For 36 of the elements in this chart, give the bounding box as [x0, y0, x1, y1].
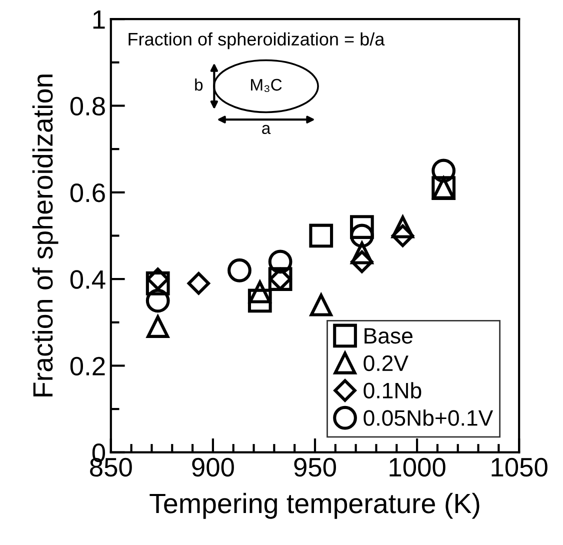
point	[350, 215, 374, 239]
point	[248, 280, 272, 304]
x-tick-label: 1000	[390, 458, 446, 477]
point	[350, 250, 374, 274]
point	[310, 294, 332, 316]
point	[146, 268, 170, 290]
annotation: a	[262, 124, 271, 134]
y-tick-label: 0.2	[70, 356, 105, 376]
legend-label: 0.05Nb+0.1V	[364, 410, 494, 426]
point	[392, 216, 414, 238]
legend-label: Base	[364, 328, 412, 344]
x-tick-label: 950	[294, 458, 336, 477]
point	[146, 288, 170, 313]
x-tick-label: 900	[192, 458, 234, 477]
y-tick-label: 0.8	[70, 96, 105, 116]
y-tick-label: 1	[93, 10, 105, 29]
y-tick-label: 0.4	[70, 270, 106, 289]
point	[432, 158, 456, 183]
y-tick-label: 0.6	[70, 184, 105, 202]
annotation: M₃C	[251, 78, 282, 92]
point	[309, 224, 334, 248]
legend-label: 0.2V	[364, 355, 408, 372]
y-axis-title: Fraction of spheroidization	[32, 74, 58, 396]
annotation: b	[195, 78, 203, 91]
point	[187, 272, 210, 295]
legend-label: 0.1Nb	[364, 382, 422, 398]
x-tick-label: 1050	[492, 458, 548, 477]
x-axis-title: Tempering temperature (K)	[150, 492, 480, 519]
point	[391, 224, 414, 248]
point	[146, 271, 170, 296]
annotation: Fraction of spheroidization = b/a	[128, 32, 385, 50]
point	[350, 242, 374, 264]
point	[146, 315, 170, 338]
point	[228, 258, 252, 282]
point	[268, 250, 292, 274]
point	[248, 288, 272, 313]
